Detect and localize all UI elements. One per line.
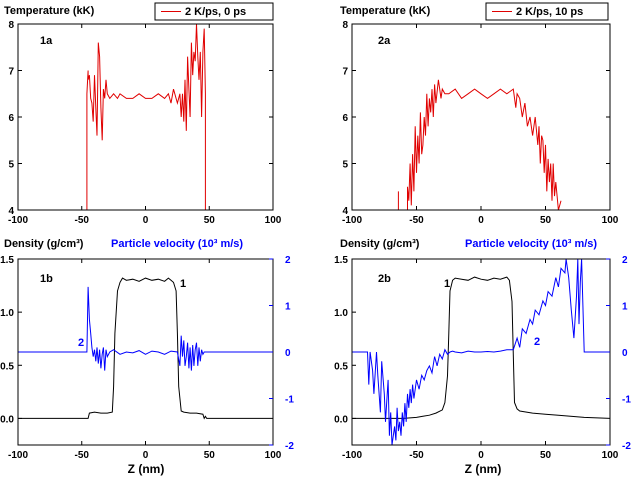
legend-label-2a: 2 K/ps, 10 ps [516, 6, 583, 18]
y-tick-label-2a: 5 [342, 160, 348, 171]
series-line-2b-1 [352, 276, 610, 419]
y-tick-label-1b: 0.5 [0, 361, 14, 372]
y-tick-label-1b: 1.5 [0, 255, 14, 266]
y2-axis-label-2b: Particle velocity (10³ m/s) [465, 238, 597, 250]
x-tick-label-2a: -100 [342, 215, 362, 226]
panel-1a: -100 -50 0 50 100 4 5 6 7 8 Temperature (kK) 1a 2 K/… [4, 2, 282, 226]
y2-tick-label-1b: 0 [285, 348, 291, 359]
legend-box-1a [154, 2, 274, 21]
series-line-2a-1 [397, 79, 562, 210]
legend-label-1a: 2 K/ps, 0 ps [185, 6, 246, 18]
x-tick-label-2b: -100 [342, 450, 362, 461]
x-tick-label-2b: 100 [602, 450, 619, 461]
y2-tick-label-2b: -2 [622, 441, 631, 452]
y2-tick-label-2b: 2 [622, 255, 628, 266]
x-tick-label-1b: -100 [8, 450, 28, 461]
series-line-1b-2 [18, 286, 273, 371]
y-tick-label-2b: 1.5 [334, 255, 348, 266]
x-tick-label-1b: 50 [204, 450, 216, 461]
y2-axis-label-1b: Particle velocity (10³ m/s) [111, 238, 243, 250]
y-tick-label-2a: 8 [342, 20, 348, 31]
y-tick-label-1a: 8 [8, 20, 14, 31]
x-tick-label-2a: 0 [478, 215, 484, 226]
y-axis-label-2b: Density (g/cm³) [340, 238, 420, 250]
panel-2a: -100 -50 0 50 100 4 5 6 7 8 Temperature (kK) 2a 2 K/… [340, 2, 619, 226]
panel-1b: -100 -50 0 50 100 0.0 0.5 1.0 1.5 -2 -1 0 1 2 Density … [0, 238, 294, 461]
panel-label-1a: 1a [40, 35, 53, 47]
x-axis-label-left: Z (nm) [128, 462, 165, 476]
x-tick-label-2a: 50 [540, 215, 552, 226]
y-tick-label-2a: 7 [342, 67, 348, 78]
y-tick-label-1a: 4 [8, 206, 14, 217]
x-tick-label-2b: 0 [478, 450, 484, 461]
x-axis-label-right: Z (nm) [465, 462, 502, 476]
series-marker-1b-2: 2 [78, 337, 84, 349]
panel-label-2b: 2b [378, 273, 391, 285]
x-tick-label-2b: -50 [409, 450, 424, 461]
x-tick-label-1a: 0 [143, 215, 149, 226]
y-tick-label-2b: 1.0 [334, 308, 348, 319]
x-tick-label-2a: -50 [409, 215, 424, 226]
series-line-1b-1 [18, 277, 273, 420]
y-tick-label-1a: 5 [8, 160, 14, 171]
panel-label-1b: 1b [40, 273, 53, 285]
x-tick-label-1b: 0 [143, 450, 149, 461]
series-marker-1b-1: 1 [180, 278, 186, 290]
x-tick-label-1a: 100 [265, 215, 282, 226]
y-tick-label-1b: 0.0 [0, 414, 14, 425]
series-line-1a-1 [86, 24, 206, 210]
y-tick-label-2a: 6 [342, 113, 348, 124]
panel-2b: -100 -50 0 50 100 0.0 0.5 1.0 1.5 -2 -1 0 1 2 Density … [334, 238, 631, 461]
y2-tick-label-2b: 0 [622, 348, 628, 359]
y-axis-label-2a: Temperature (kK) [340, 5, 431, 17]
y-tick-label-2b: 0.5 [334, 361, 348, 372]
y2-tick-label-1b: -2 [285, 441, 294, 452]
y-tick-label-1a: 7 [8, 67, 14, 78]
x-tick-label-1a: -50 [75, 215, 90, 226]
x-tick-label-2a: 100 [602, 215, 619, 226]
y2-tick-label-1b: 2 [285, 255, 291, 266]
y-tick-label-2b: 0.0 [334, 414, 348, 425]
y-axis-label-1a: Temperature (kK) [4, 5, 95, 17]
legend-box-2a [485, 2, 609, 21]
y2-tick-label-2b: -1 [622, 395, 631, 406]
series-marker-2b-2: 2 [534, 336, 540, 348]
y2-tick-label-2b: 1 [622, 302, 628, 313]
x-tick-label-2b: 50 [540, 450, 552, 461]
y-axis-label-1b: Density (g/cm³) [4, 238, 84, 250]
y-tick-label-1b: 1.0 [0, 308, 14, 319]
y2-tick-label-1b: -1 [285, 395, 294, 406]
panel-label-2a: 2a [378, 35, 391, 47]
y-tick-label-1a: 6 [8, 113, 14, 124]
y2-tick-label-1b: 1 [285, 302, 291, 313]
x-tick-label-1b: 100 [265, 450, 282, 461]
series-marker-2b-1: 1 [444, 278, 450, 290]
y-tick-label-2a: 4 [342, 206, 348, 217]
series-line-2b-2 [352, 259, 610, 445]
x-tick-label-1a: -100 [8, 215, 28, 226]
x-tick-label-1a: 50 [204, 215, 216, 226]
x-tick-label-1b: -50 [75, 450, 90, 461]
